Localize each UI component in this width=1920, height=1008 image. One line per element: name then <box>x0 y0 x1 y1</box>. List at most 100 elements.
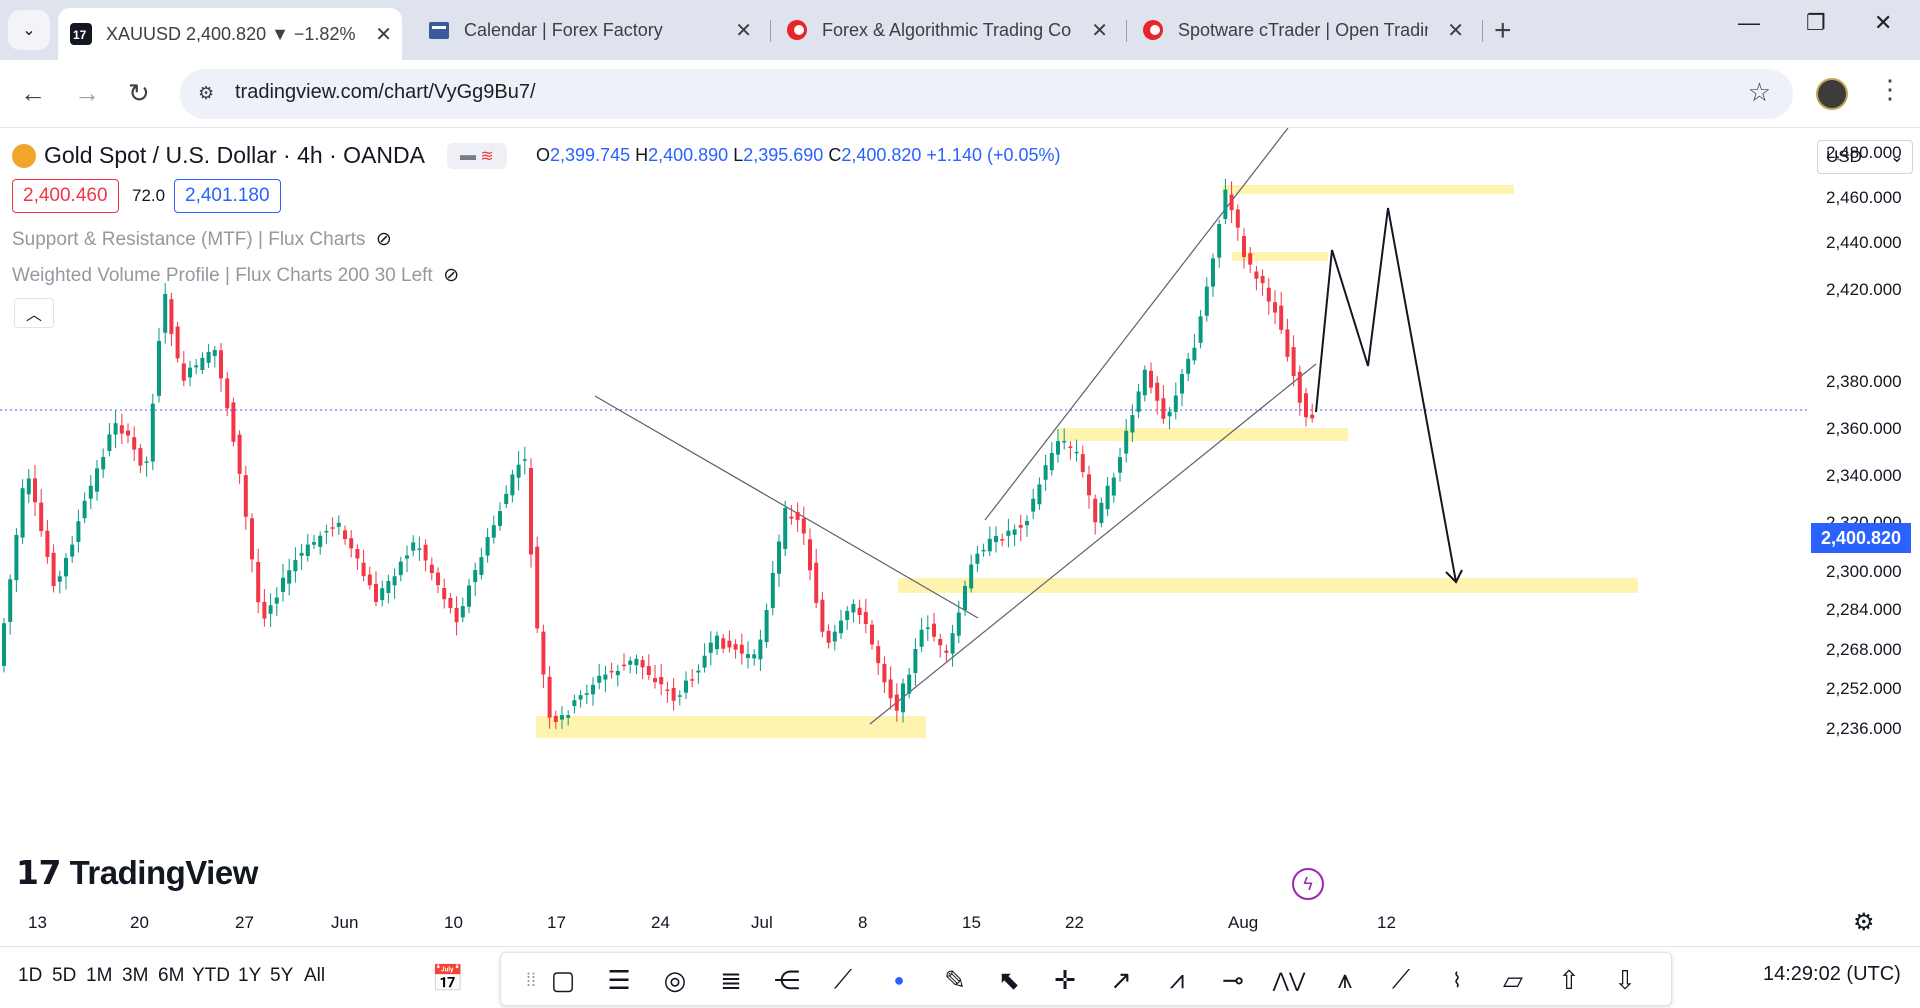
forward-button[interactable]: → <box>74 78 100 108</box>
price-chart[interactable] <box>0 128 1920 948</box>
candle-body <box>584 693 589 695</box>
parallel-channel-icon[interactable]: ▱ <box>1503 964 1523 995</box>
trend-line-icon[interactable]: ⟋ <box>833 964 853 994</box>
candle-body <box>622 664 626 667</box>
path-tool-icon[interactable]: ⩘ <box>1169 964 1185 994</box>
crosshair-icon[interactable]: ✛ <box>1054 964 1076 995</box>
symbol-title[interactable]: Gold Spot / U.S. Dollar · 4h · OANDA <box>44 142 425 168</box>
candle-body <box>1235 209 1240 228</box>
sell-price-button[interactable]: 2,400.460 <box>12 179 119 213</box>
brush-tool-icon[interactable]: ✎ <box>944 964 966 995</box>
hidden-eye-icon[interactable]: ⊘ <box>370 229 392 250</box>
timeframe-ytd-button[interactable]: YTD <box>192 965 230 986</box>
tab-spotware-ctrader[interactable]: Spotware cTrader | Open Trading ✕ <box>1130 8 1474 52</box>
bookmark-star-icon[interactable]: ☆ <box>1747 77 1771 107</box>
candle-body <box>665 689 670 691</box>
timeframe-all-button[interactable]: All <box>304 965 326 986</box>
time-tick-label: 13 <box>28 913 47 932</box>
collapse-legend-button[interactable]: ︿ <box>14 298 54 328</box>
indicator-legend-volume[interactable]: Weighted Volume Profile | Flux Charts 20… <box>12 264 459 287</box>
head-shoulders-icon[interactable]: ⩚ <box>1337 964 1353 994</box>
chart-settings-icon[interactable]: ⚙ <box>1853 909 1875 936</box>
candle-body <box>981 549 986 552</box>
candle-body <box>70 544 75 557</box>
back-button[interactable]: ← <box>20 78 46 108</box>
lightning-icon[interactable]: ϟ <box>1292 868 1324 900</box>
elliott-wave-icon[interactable]: ⌇ <box>1452 969 1462 992</box>
timeframe-5d-button[interactable]: 5D <box>52 965 77 986</box>
candle-body <box>498 511 502 526</box>
symbol-header[interactable]: Gold Spot / U.S. Dollar · 4h · OANDA ▬ ≋ <box>12 142 507 169</box>
lines-tool-icon[interactable]: ☰ <box>607 964 631 995</box>
timeframe-1d-button[interactable]: 1D <box>18 965 43 986</box>
candle-body <box>436 572 440 586</box>
timeframe-6m-button[interactable]: 6M <box>158 965 185 986</box>
close-icon[interactable]: ✕ <box>1091 19 1108 42</box>
dot-tool-icon[interactable]: ● <box>893 969 905 990</box>
currency-select[interactable]: USD ⌄ <box>1817 140 1913 174</box>
close-icon[interactable]: ✕ <box>735 19 752 42</box>
candle-body <box>944 650 949 653</box>
cursor-icon[interactable]: ⬉ <box>998 964 1020 995</box>
candle-body <box>727 640 732 648</box>
buy-price-button[interactable]: 2,401.180 <box>174 179 281 213</box>
arrow-up-icon[interactable]: ⇧ <box>1558 964 1580 995</box>
tradingview-logo[interactable]: 𝟭𝟳 TradingView <box>16 853 258 892</box>
rectangle-tool-icon[interactable]: ▢ <box>550 964 576 995</box>
url-text[interactable]: tradingview.com/chart/VyGg9Bu7/ <box>235 81 536 103</box>
candle-body <box>522 459 527 461</box>
candle-body <box>746 654 750 658</box>
candle-body <box>547 676 552 718</box>
channel-tool-icon[interactable]: ⋲ <box>774 964 800 995</box>
reload-button[interactable]: ↻ <box>128 78 150 108</box>
close-icon[interactable]: ✕ <box>375 23 392 46</box>
candle-body <box>1043 465 1048 480</box>
site-info-icon[interactable]: ⚙ <box>198 83 215 103</box>
fib-tool-icon[interactable]: ≣ <box>720 964 742 995</box>
timeframe-3m-button[interactable]: 3M <box>122 965 149 986</box>
support-zone <box>1058 428 1348 441</box>
candle-body <box>1018 524 1023 528</box>
new-tab-button[interactable]: + <box>1494 14 1512 47</box>
close-window-button[interactable]: ✕ <box>1874 10 1893 35</box>
candle-body <box>820 599 825 632</box>
indicator-status-pill[interactable]: ▬ ≋ <box>446 142 507 169</box>
url-omnibox[interactable]: ⚙ tradingview.com/chart/VyGg9Bu7/ ☆ <box>180 69 1793 119</box>
tab-forexfactory[interactable]: Calendar | Forex Factory ✕ <box>416 8 762 52</box>
circle-tool-icon[interactable]: ◎ <box>663 964 687 995</box>
browser-menu-icon[interactable]: ⋮ <box>1877 74 1903 104</box>
candle-body <box>541 631 546 675</box>
profile-avatar[interactable] <box>1816 78 1848 110</box>
tab-ctrader-community[interactable]: Forex & Algorithmic Trading Community ✕ <box>774 8 1118 52</box>
arrow-line-icon[interactable]: ↗ <box>1110 964 1132 995</box>
candle-body <box>516 464 521 478</box>
candle-body <box>919 629 924 647</box>
candle-body <box>603 674 608 680</box>
candle-body <box>188 367 192 378</box>
timeframe-1m-button[interactable]: 1M <box>86 965 113 986</box>
candle-body <box>801 518 806 534</box>
restore-button[interactable]: ❐ <box>1806 10 1826 35</box>
hidden-eye-icon[interactable]: ⊘ <box>437 265 460 286</box>
timeframe-5y-button[interactable]: 5Y <box>270 965 294 986</box>
horizontal-line-icon[interactable]: ⊸ <box>1222 964 1244 995</box>
tab-search-button[interactable]: ⌄ <box>8 10 50 50</box>
utc-clock[interactable]: 14:29:02 (UTC) <box>1763 963 1901 985</box>
indicator-legend-sr[interactable]: Support & Resistance (MTF) | Flux Charts… <box>12 228 392 251</box>
candle-body <box>702 655 707 668</box>
ray-tool-icon[interactable]: ⟋ <box>1391 964 1411 994</box>
timeframe-1y-button[interactable]: 1Y <box>238 965 262 986</box>
tab-tradingview[interactable]: 17 XAUUSD 2,400.820 ▼ −1.82% Untitled ✕ <box>58 8 402 60</box>
candle-body <box>169 299 174 334</box>
chart-pane[interactable]: Gold Spot / U.S. Dollar · 4h · OANDA ▬ ≋… <box>0 128 1920 948</box>
candle-body <box>653 678 657 683</box>
arrow-down-icon[interactable]: ⇩ <box>1614 964 1636 995</box>
drag-handle-icon[interactable]: ⁞⁞ <box>525 969 536 990</box>
candle-body <box>429 564 434 574</box>
minimize-button[interactable]: — <box>1738 10 1760 35</box>
date-range-icon[interactable]: 📅 <box>431 962 465 993</box>
close-icon[interactable]: ✕ <box>1447 19 1464 42</box>
abc-pattern-icon[interactable]: ⋀⋁ <box>1272 969 1306 992</box>
forexfactory-icon <box>428 19 450 41</box>
candle-body <box>293 560 298 572</box>
